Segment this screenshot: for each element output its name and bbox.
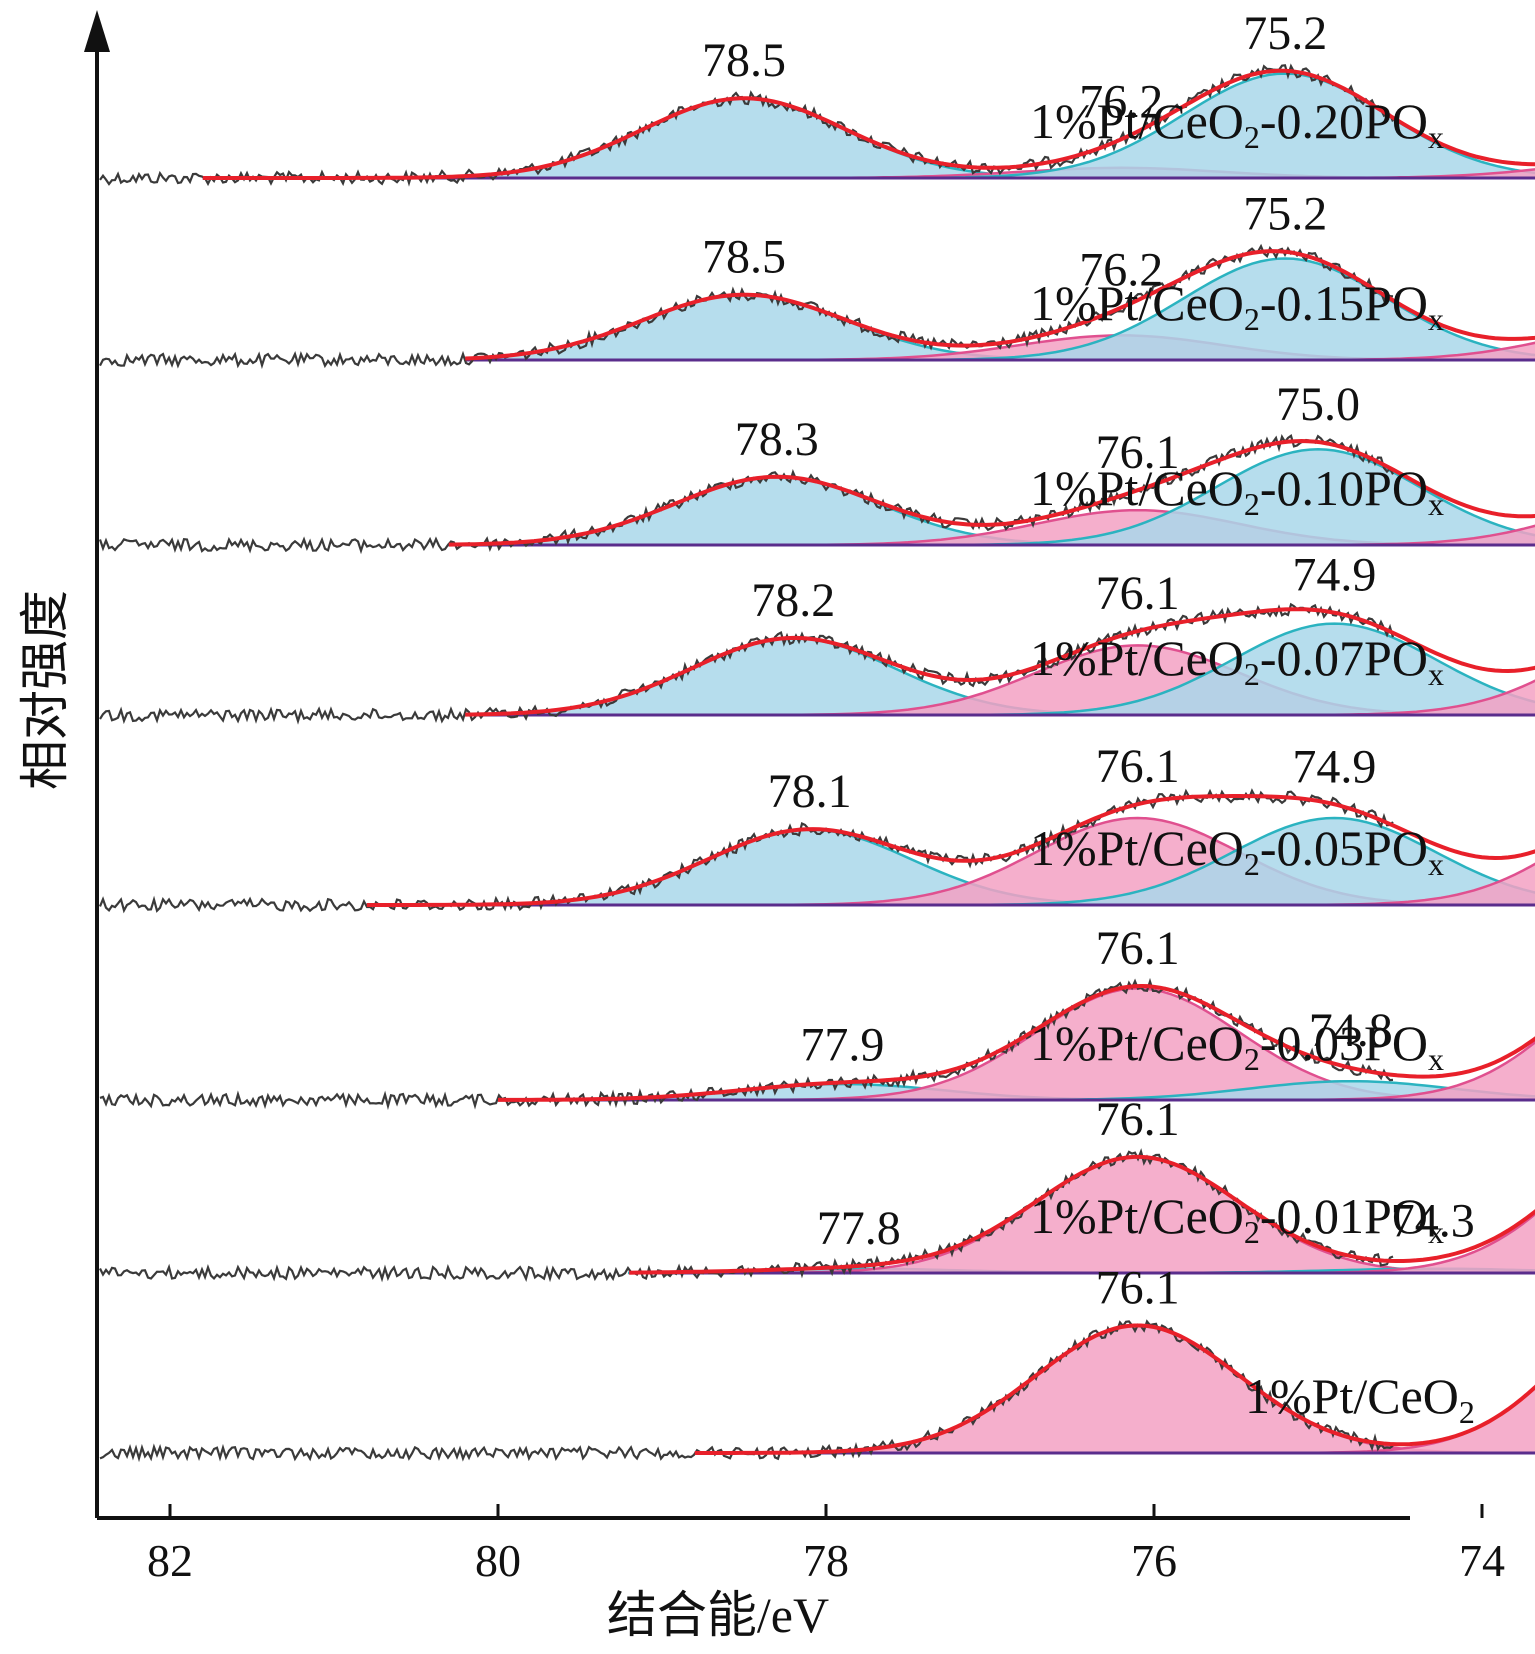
peak-label: 74.3 [1391, 1194, 1475, 1247]
sample-label-part: -0.10PO [1260, 460, 1428, 516]
peak-label: 76.2 [1079, 75, 1163, 128]
sample-label-subscript: 2 [1244, 846, 1260, 882]
spectrum-group: 78.276.174.972.81%Pt/CeO2-0.07POx [99, 549, 1535, 725]
x-tick-label: 76 [1131, 1535, 1177, 1586]
peak-label: 78.2 [751, 574, 835, 627]
peak-label: 76.2 [1079, 244, 1163, 297]
peak-label: 74.8 [1309, 1004, 1393, 1057]
peak-label: 74.9 [1292, 549, 1376, 602]
y-axis-title: 相对强度 [17, 590, 73, 790]
x-ticks: 8280787674727068 [147, 1504, 1505, 1586]
fit-envelope-line [498, 983, 1535, 1102]
sample-label-subscript: 2 [1244, 486, 1260, 522]
x-axis-title: 结合能/eV [607, 1587, 829, 1643]
peak-label: 76.1 [1096, 567, 1180, 620]
sample-label-part: -0.20PO [1260, 93, 1428, 149]
sample-label-part: -0.07PO [1260, 630, 1428, 686]
sample-label-part: 1%Pt/CeO [1030, 1015, 1244, 1071]
x-tick-label: 74 [1459, 1535, 1505, 1586]
sample-label-subscript: 2 [1244, 1214, 1260, 1250]
peak-label: 75.0 [1276, 378, 1360, 431]
peak-label: 75.2 [1243, 188, 1327, 241]
sample-label: 1%Pt/CeO2-0.20POx [1030, 93, 1444, 155]
sample-label-part: 1%Pt/CeO [1030, 275, 1244, 331]
sample-label-subscript: x [1428, 656, 1444, 692]
fit-envelope-line [694, 1323, 1535, 1455]
peak-label: 76.1 [1096, 922, 1180, 975]
spectrum-group: 78.176.174.972.81%Pt/CeO2-0.05POx [98, 740, 1535, 914]
sample-label: 1%Pt/CeO2-0.01POx [1030, 1188, 1444, 1250]
axis-layer [84, 10, 1410, 1520]
sample-label-part: -0.15PO [1260, 275, 1428, 331]
spectrum-group: 77.876.174.372.81%Pt/CeO2-0.01POx [99, 1093, 1535, 1283]
fit-envelope-line [465, 607, 1535, 717]
sample-label: 1%Pt/CeO2-0.05POx [1030, 820, 1444, 882]
sample-label-part: -0.03PO [1260, 1015, 1428, 1071]
sample-label: 1%Pt/CeO2-0.03POx [1030, 1015, 1444, 1077]
sample-label-part: 1%Pt/CeO [1030, 820, 1244, 876]
fit-envelope-line [465, 249, 1535, 361]
spectrum-group: 78.576.275.272.91%Pt/CeO2-0.15POx [99, 188, 1535, 370]
spectrum-group: 76.172.81%Pt/CeO2 [99, 1261, 1535, 1463]
fit-envelope-line [448, 438, 1535, 547]
peak-label: 74.9 [1292, 740, 1376, 793]
sample-label-part: -0.01PO [1260, 1188, 1428, 1244]
sample-label-part: 1%Pt/CeO [1030, 1188, 1244, 1244]
y-axis-arrow-icon [84, 10, 110, 52]
sample-label-subscript: 2 [1244, 119, 1260, 155]
sample-label-subscript: x [1428, 119, 1444, 155]
peak-label: 78.3 [735, 413, 819, 466]
sample-label-part: 1%Pt/CeO [1030, 630, 1244, 686]
spectrum-group: 78.376.175.072.81%Pt/CeO2-0.10POx [98, 378, 1535, 555]
x-tick-label: 82 [147, 1535, 193, 1586]
sample-label-part: 1%Pt/CeO [1030, 460, 1244, 516]
fit-envelope-line [202, 68, 1535, 180]
peak-label: 78.5 [702, 34, 786, 87]
sample-label-subscript: 2 [1244, 1041, 1260, 1077]
peak-label: 77.8 [817, 1202, 901, 1255]
sample-label-subscript: x [1428, 486, 1444, 522]
fit-envelope-line [366, 794, 1535, 907]
peak-label: 76.1 [1096, 1261, 1180, 1314]
peak-label: 78.5 [702, 231, 786, 284]
peak-label: 77.9 [800, 1018, 884, 1071]
sample-label-part: 1%Pt/CeO [1245, 1368, 1459, 1424]
fit-envelope-line [629, 1154, 1535, 1275]
sample-label-subscript: 2 [1244, 301, 1260, 337]
sample-label-subscript: x [1428, 1214, 1444, 1250]
sample-label-part: 1%Pt/CeO [1030, 93, 1244, 149]
peak-label: 78.1 [768, 765, 852, 818]
sample-label-subscript: 2 [1244, 656, 1260, 692]
x-tick-label: 80 [475, 1535, 521, 1586]
sample-label: 1%Pt/CeO2 [1245, 1368, 1475, 1430]
x-tick-label: 78 [803, 1535, 849, 1586]
spectrum-group: 77.976.174.872.81%Pt/CeO2-0.03POx [99, 922, 1535, 1111]
sample-label: 1%Pt/CeO2-0.10POx [1030, 460, 1444, 522]
peak-label: 76.1 [1096, 740, 1180, 793]
sample-label: 1%Pt/CeO2-0.15POx [1030, 275, 1444, 337]
peak-label: 76.1 [1096, 426, 1180, 479]
sample-label-subscript: x [1428, 1041, 1444, 1077]
sample-label: 1%Pt/CeO2-0.07POx [1030, 630, 1444, 692]
sample-label-subscript: x [1428, 301, 1444, 337]
sample-label-subscript: x [1428, 846, 1444, 882]
spectrum-group: 78.576.275.272.91%Pt/CeO2-0.20POx [99, 7, 1535, 187]
peak-label: 76.1 [1096, 1093, 1180, 1146]
spectra-layer: 78.576.275.272.91%Pt/CeO2-0.20POx78.576.… [98, 7, 1535, 1463]
sample-label-subscript: 2 [1459, 1394, 1475, 1430]
peak-label: 75.2 [1243, 7, 1327, 60]
sample-label-part: -0.05PO [1260, 820, 1428, 876]
